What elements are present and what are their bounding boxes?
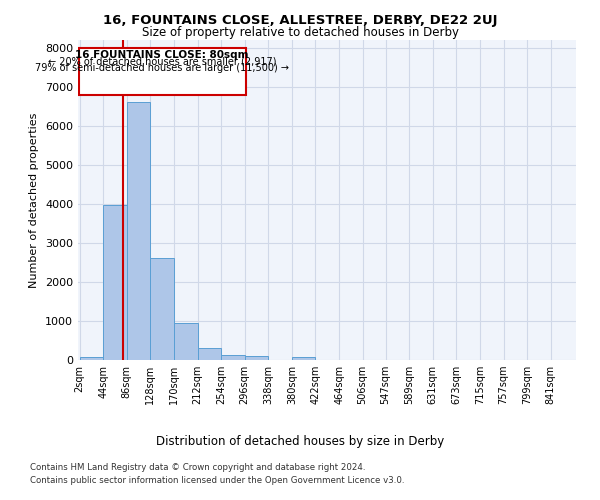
Text: 16 FOUNTAINS CLOSE: 80sqm: 16 FOUNTAINS CLOSE: 80sqm bbox=[76, 50, 249, 60]
Bar bbox=[80, 357, 103, 360]
Bar bbox=[174, 323, 197, 360]
Text: Size of property relative to detached houses in Derby: Size of property relative to detached ho… bbox=[142, 26, 458, 39]
Text: 16, FOUNTAINS CLOSE, ALLESTREE, DERBY, DE22 2UJ: 16, FOUNTAINS CLOSE, ALLESTREE, DERBY, D… bbox=[103, 14, 497, 27]
Bar bbox=[79, 48, 246, 94]
Text: Distribution of detached houses by size in Derby: Distribution of detached houses by size … bbox=[156, 435, 444, 448]
Bar bbox=[151, 258, 174, 360]
Text: ← 20% of detached houses are smaller (2,917): ← 20% of detached houses are smaller (2,… bbox=[48, 57, 277, 67]
Bar bbox=[127, 102, 151, 360]
Bar bbox=[221, 356, 245, 360]
Bar bbox=[197, 348, 221, 360]
Text: 79% of semi-detached houses are larger (11,500) →: 79% of semi-detached houses are larger (… bbox=[35, 63, 289, 73]
Bar bbox=[245, 356, 268, 360]
Bar bbox=[292, 358, 316, 360]
Y-axis label: Number of detached properties: Number of detached properties bbox=[29, 112, 40, 288]
Text: Contains HM Land Registry data © Crown copyright and database right 2024.: Contains HM Land Registry data © Crown c… bbox=[30, 464, 365, 472]
Bar bbox=[103, 204, 127, 360]
Text: Contains public sector information licensed under the Open Government Licence v3: Contains public sector information licen… bbox=[30, 476, 404, 485]
